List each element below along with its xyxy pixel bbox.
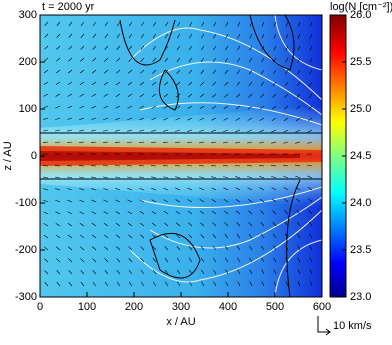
x-axis-label: x / AU [166, 316, 195, 328]
vector-scale-label: 10 km/s [333, 320, 372, 332]
y-tick-label: 200 [19, 56, 37, 68]
colorbar-tick-label: 26.0 [350, 9, 371, 21]
y-tick-label: -100 [15, 197, 37, 209]
x-tick-label: 600 [313, 301, 331, 313]
colorbar-tick-label: 23.5 [350, 244, 371, 256]
vector-scale-arrow [318, 316, 330, 335]
x-tick-label: 200 [125, 301, 143, 313]
colorbar-tick-label: 25.0 [350, 103, 371, 115]
y-axis-label: z / AU [2, 141, 14, 170]
colorbar-tick-label: 24.5 [350, 150, 371, 162]
y-tick-label: 0 [31, 150, 37, 162]
x-tick-label: 0 [37, 301, 43, 313]
y-tick-label: 300 [19, 9, 37, 21]
y-tick-label: -300 [15, 291, 37, 303]
x-tick-label: 400 [219, 301, 237, 313]
y-tick-label: -200 [15, 244, 37, 256]
density-map [40, 15, 322, 297]
x-tick-label: 300 [172, 301, 190, 313]
x-tick-label: 100 [78, 301, 96, 313]
title: t = 2000 yr [42, 1, 95, 13]
y-tick-label: 100 [19, 103, 37, 115]
colorbar-tick-label: 24.0 [350, 197, 371, 209]
colorbar-tick-label: 25.5 [350, 56, 371, 68]
x-tick-label: 500 [266, 301, 284, 313]
colorbar-tick-label: 23.0 [350, 291, 371, 303]
